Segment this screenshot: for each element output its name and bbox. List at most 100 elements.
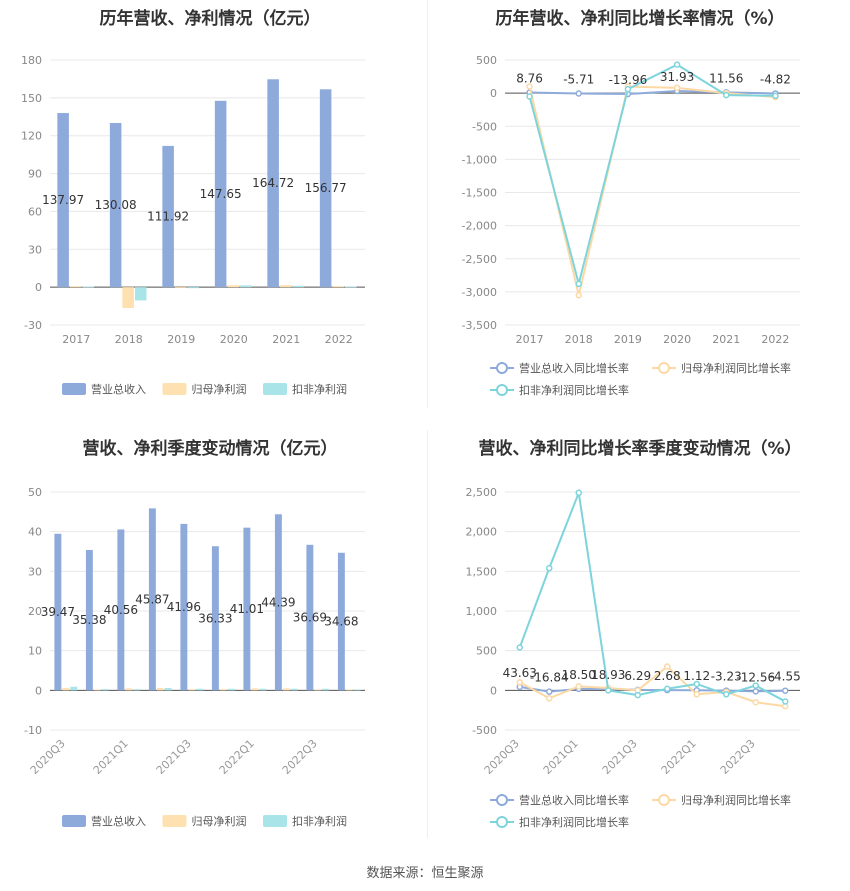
bar-revenue (211, 546, 219, 691)
bar-deducted-profit (164, 687, 172, 691)
bar-net-profit (251, 688, 259, 691)
legend-label: 扣非净利润 (292, 382, 347, 396)
bar-deducted-profit (82, 286, 94, 288)
x-tick-label: 2018 (115, 333, 143, 346)
data-label: 45.87 (135, 592, 169, 606)
bar-deducted-profit (290, 688, 298, 691)
legend-label: 扣非净利润同比增长率 (519, 815, 629, 829)
data-label: 35.38 (72, 613, 106, 627)
legend-label: 归母净利润 (192, 814, 247, 828)
bar-revenue (57, 113, 69, 288)
bar-revenue (267, 79, 279, 288)
data-point (575, 90, 582, 97)
chart-quarterly-amount: 营收、净利季度变动情况（亿元） -10 0 10 20 30 40 50 2020Q3 2021… (0, 430, 420, 840)
data-point (693, 680, 700, 688)
data-point (516, 644, 523, 651)
y-tick-label: 2,000 (466, 526, 498, 539)
bar-revenue (54, 533, 62, 691)
data-label: -4.55 (770, 670, 801, 684)
data-label: 1.12 (683, 669, 710, 683)
bar-deducted-profit (133, 689, 141, 691)
bar-net-profit (93, 689, 101, 691)
y-tick-label: 1,000 (466, 605, 498, 618)
chart-annual-growth: 历年营收、净利同比增长率情况（%） -3,500 -3,000 -2,500 -2,0… (430, 0, 850, 410)
y-tick-label: -2,500 (462, 253, 497, 266)
x-tick-label: 2022Q3 (280, 737, 320, 777)
bar-net-profit (314, 689, 322, 691)
data-point (673, 84, 681, 92)
legend-marker (496, 816, 508, 828)
chart-svg: -30 0 30 60 90 120 150 180 2017 2018 2019 2020 2021 2… (21, 54, 365, 396)
data-label: 111.92 (147, 210, 189, 224)
data-label: 40.56 (104, 603, 138, 617)
legend-marker (658, 362, 670, 374)
bar-deducted-profit (322, 688, 330, 691)
x-tick-label: 2022 (761, 333, 789, 346)
data-point (723, 691, 730, 698)
bar-revenue (319, 89, 332, 288)
data-label: -12.56 (736, 670, 775, 684)
bar-revenue (148, 508, 156, 691)
data-label: 36.69 (293, 611, 327, 625)
data-point (526, 83, 533, 90)
data-point (664, 663, 671, 670)
chart-annual-amount: 历年营收、净利情况（亿元） -30 0 30 60 90 120 150 180 2017 201… (0, 0, 420, 410)
y-tick-label: 180 (21, 54, 42, 67)
bar-deducted-profit (344, 286, 357, 288)
legend-label: 归母净利润同比增长率 (681, 793, 791, 807)
x-tick-label: 2022Q3 (718, 737, 758, 777)
divider-vertical-bottom (427, 430, 428, 838)
chart-title: 历年营收、净利情况（亿元） (99, 9, 321, 29)
bar-net-profit (156, 687, 164, 691)
x-tick-label: 2022Q1 (217, 737, 257, 777)
y-tick-label: 20 (28, 605, 42, 618)
bar-net-profit (122, 287, 134, 308)
data-label: 36.33 (198, 611, 232, 625)
x-tick-label: 2022 (325, 333, 353, 346)
data-point (546, 564, 553, 572)
data-label: 147.65 (200, 187, 242, 201)
data-label: 43.63 (503, 666, 537, 680)
y-tick-label: -1,500 (462, 187, 497, 200)
data-source-note: 数据来源：恒生聚源 (366, 866, 484, 881)
bar-deducted-profit (353, 689, 361, 691)
bar-net-profit (332, 286, 344, 288)
data-point (516, 679, 523, 686)
data-label: 6.29 (624, 669, 651, 683)
bar-revenue (180, 523, 188, 691)
data-label: -4.82 (760, 72, 791, 86)
x-tick-label: 2022Q1 (659, 737, 699, 777)
x-tick-label: 2020 (220, 333, 248, 346)
x-tick-label: 2021Q1 (541, 737, 581, 777)
data-point (575, 291, 582, 299)
data-label: 137.97 (42, 193, 84, 207)
data-label: 11.56 (709, 71, 743, 85)
legend-swatch (162, 383, 187, 395)
series-line-1 (528, 85, 776, 296)
data-label: -3.23 (711, 670, 742, 684)
data-point (752, 682, 759, 689)
legend-label: 归母净利润 (192, 382, 247, 396)
bar-revenue (162, 145, 174, 288)
y-tick-label: 0 (490, 87, 497, 100)
bar-deducted-profit (292, 285, 304, 288)
legend-label: 营业总收入 (91, 814, 146, 828)
bar-revenue (306, 544, 314, 691)
data-point (575, 280, 582, 288)
data-label: 130.08 (95, 198, 137, 212)
data-label: 8.76 (516, 72, 543, 86)
y-tick-label: 150 (21, 92, 42, 105)
bar-deducted-profit (134, 287, 147, 301)
legend-label: 营业总收入 (91, 382, 146, 396)
legend-swatch (62, 815, 86, 827)
y-tick-label: -3,000 (462, 286, 497, 299)
legend-marker (496, 384, 508, 396)
x-tick-label: 2021Q3 (154, 737, 194, 777)
x-tick-label: 2021 (712, 333, 740, 346)
legend-marker (658, 794, 670, 806)
y-tick-label: -500 (472, 724, 497, 737)
chart-svg: -500 0 500 1,000 1,500 2,000 2,500 2020Q3 2021Q1… (466, 486, 801, 829)
bar-net-profit (227, 285, 239, 288)
data-point (664, 685, 671, 692)
data-label: 44.39 (261, 595, 295, 609)
